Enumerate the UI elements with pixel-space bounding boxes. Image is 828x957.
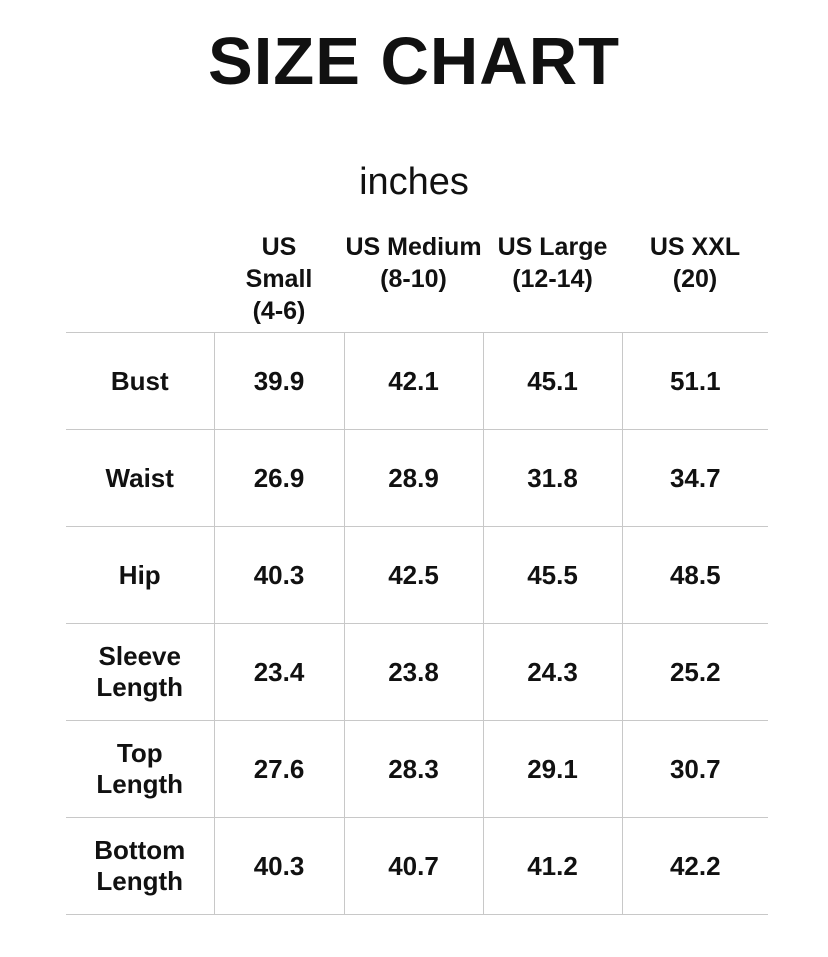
cell-waist-us-xxl: 34.7 [621, 429, 768, 527]
header-row: US Small (4-6) US Medium (8-10) US Large… [66, 231, 768, 333]
row-label-hip: Hip [66, 526, 214, 624]
cell-hip-us-medium: 42.5 [343, 526, 483, 624]
cell-top-length-us-medium: 28.3 [343, 720, 483, 818]
cell-waist-us-small: 26.9 [213, 429, 344, 527]
size-table: US Small (4-6) US Medium (8-10) US Large… [66, 231, 768, 916]
table-row-sleeve-length: Sleeve Length 23.4 23.8 24.3 25.2 [66, 623, 768, 721]
cell-bottom-length-us-large: 41.2 [482, 817, 622, 916]
corner-cell [66, 231, 214, 333]
cell-bust-us-small: 39.9 [213, 332, 344, 430]
unit-label: inches [359, 161, 469, 203]
cell-top-length-us-xxl: 30.7 [621, 720, 768, 818]
cell-bottom-length-us-small: 40.3 [213, 817, 344, 916]
table-row-bust: Bust 39.9 42.1 45.1 51.1 [66, 332, 768, 430]
cell-waist-us-medium: 28.9 [343, 429, 483, 527]
cell-sleeve-length-us-small: 23.4 [213, 623, 344, 721]
column-header-us-xxl: US XXL (20) [649, 232, 741, 293]
row-label-bust: Bust [66, 332, 214, 430]
cell-bust-us-large: 45.1 [482, 332, 622, 430]
cell-bust-us-medium: 42.1 [343, 332, 483, 430]
cell-top-length-us-small: 27.6 [213, 720, 344, 818]
cell-waist-us-large: 31.8 [482, 429, 622, 527]
cell-bottom-length-us-medium: 40.7 [343, 817, 483, 916]
row-label-sleeve-length: Sleeve Length [66, 623, 214, 721]
column-header-us-large: US Large (12-14) [497, 232, 608, 293]
cell-bottom-length-us-xxl: 42.2 [621, 817, 768, 916]
page-title: SIZE CHART [208, 24, 620, 99]
cell-sleeve-length-us-medium: 23.8 [343, 623, 483, 721]
table-row-top-length: Top Length 27.6 28.3 29.1 30.7 [66, 720, 768, 818]
cell-hip-us-small: 40.3 [213, 526, 344, 624]
row-label-waist: Waist [66, 429, 214, 527]
cell-top-length-us-large: 29.1 [482, 720, 622, 818]
table-row-waist: Waist 26.9 28.9 31.8 34.7 [66, 429, 768, 527]
cell-sleeve-length-us-large: 24.3 [482, 623, 622, 721]
cell-hip-us-xxl: 48.5 [621, 526, 768, 624]
row-label-bottom-length: Bottom Length [66, 817, 214, 916]
column-header-us-medium: US Medium (8-10) [345, 232, 482, 293]
table-row-hip: Hip 40.3 42.5 45.5 48.5 [66, 526, 768, 624]
row-label-top-length: Top Length [66, 720, 214, 818]
cell-bust-us-xxl: 51.1 [621, 332, 768, 430]
cell-hip-us-large: 45.5 [482, 526, 622, 624]
cell-sleeve-length-us-xxl: 25.2 [621, 623, 768, 721]
column-header-us-small: US Small (4-6) [245, 232, 313, 325]
table-row-bottom-length: Bottom Length 40.3 40.7 41.2 42.2 [66, 817, 768, 916]
